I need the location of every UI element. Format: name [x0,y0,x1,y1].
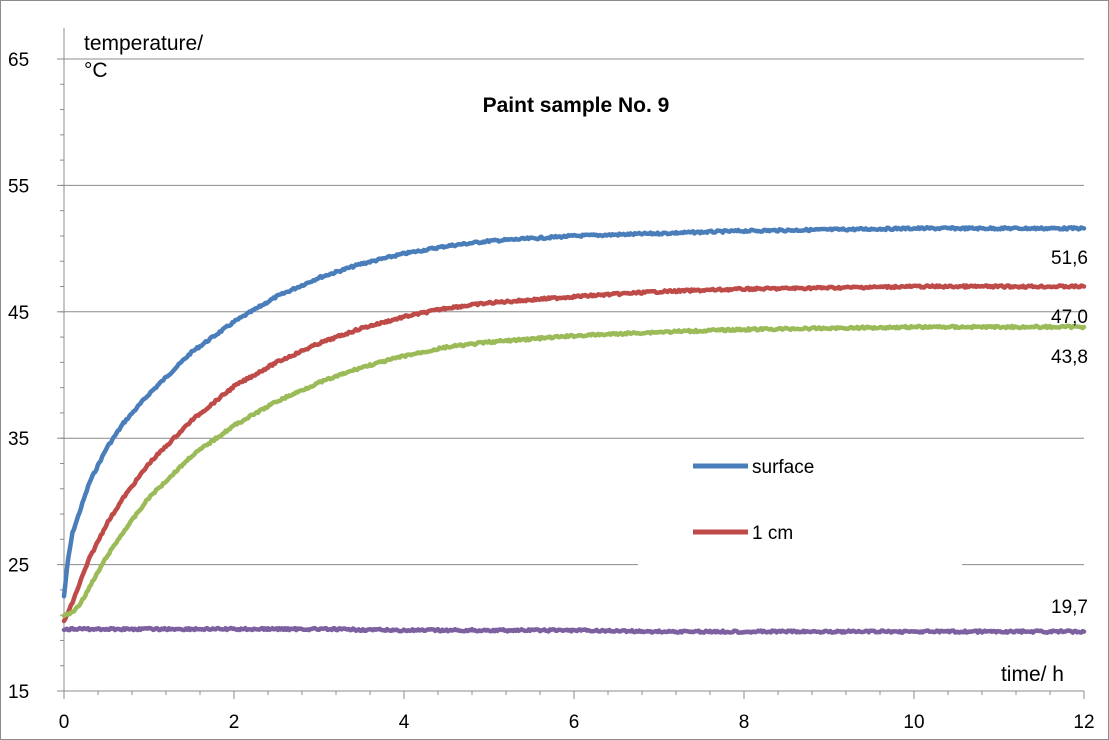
end-label-surface: 51,6 [1051,248,1088,269]
legend-label-surface: surface [752,457,814,478]
axes [57,28,1085,699]
end-label-1cm: 47,0 [1051,307,1088,328]
series-surface [61,225,1087,599]
x-tick-label-4: 4 [399,712,410,733]
x-tick-label-8: 8 [739,712,750,733]
y-tick-label-55: 55 [8,176,29,197]
series-1cm [61,283,1087,624]
series-ambient [61,625,1087,635]
x-tick-label-12: 12 [1073,712,1094,733]
y-tick-label-35: 35 [8,429,29,450]
x-tick-label-10: 10 [903,712,924,733]
series-layer [61,225,1087,635]
y-tick-label-15: 15 [8,682,29,703]
chart-title: Paint sample No. 9 [483,94,670,117]
legend: surface 1 cm [693,457,814,544]
y-axis-title-line2: °C [84,59,108,82]
series-depth3 [61,323,1087,618]
gridlines [64,58,1084,566]
x-tick-label-0: 0 [59,712,70,733]
y-tick-label-25: 25 [8,556,29,577]
end-label-ambient: 19,7 [1051,597,1088,618]
tick-labels: 15 25 35 45 55 65 0 2 4 6 8 10 12 [8,50,1095,733]
y-axis-title-line1: temperature/ [84,32,203,55]
x-axis-title: time/ h [1001,663,1064,686]
legend-label-1cm: 1 cm [752,523,793,544]
y-tick-label-45: 45 [8,303,29,324]
x-tick-label-2: 2 [229,712,240,733]
end-label-depth3: 43,8 [1051,347,1088,368]
y-tick-label-65: 65 [8,50,29,71]
x-tick-label-6: 6 [569,712,580,733]
